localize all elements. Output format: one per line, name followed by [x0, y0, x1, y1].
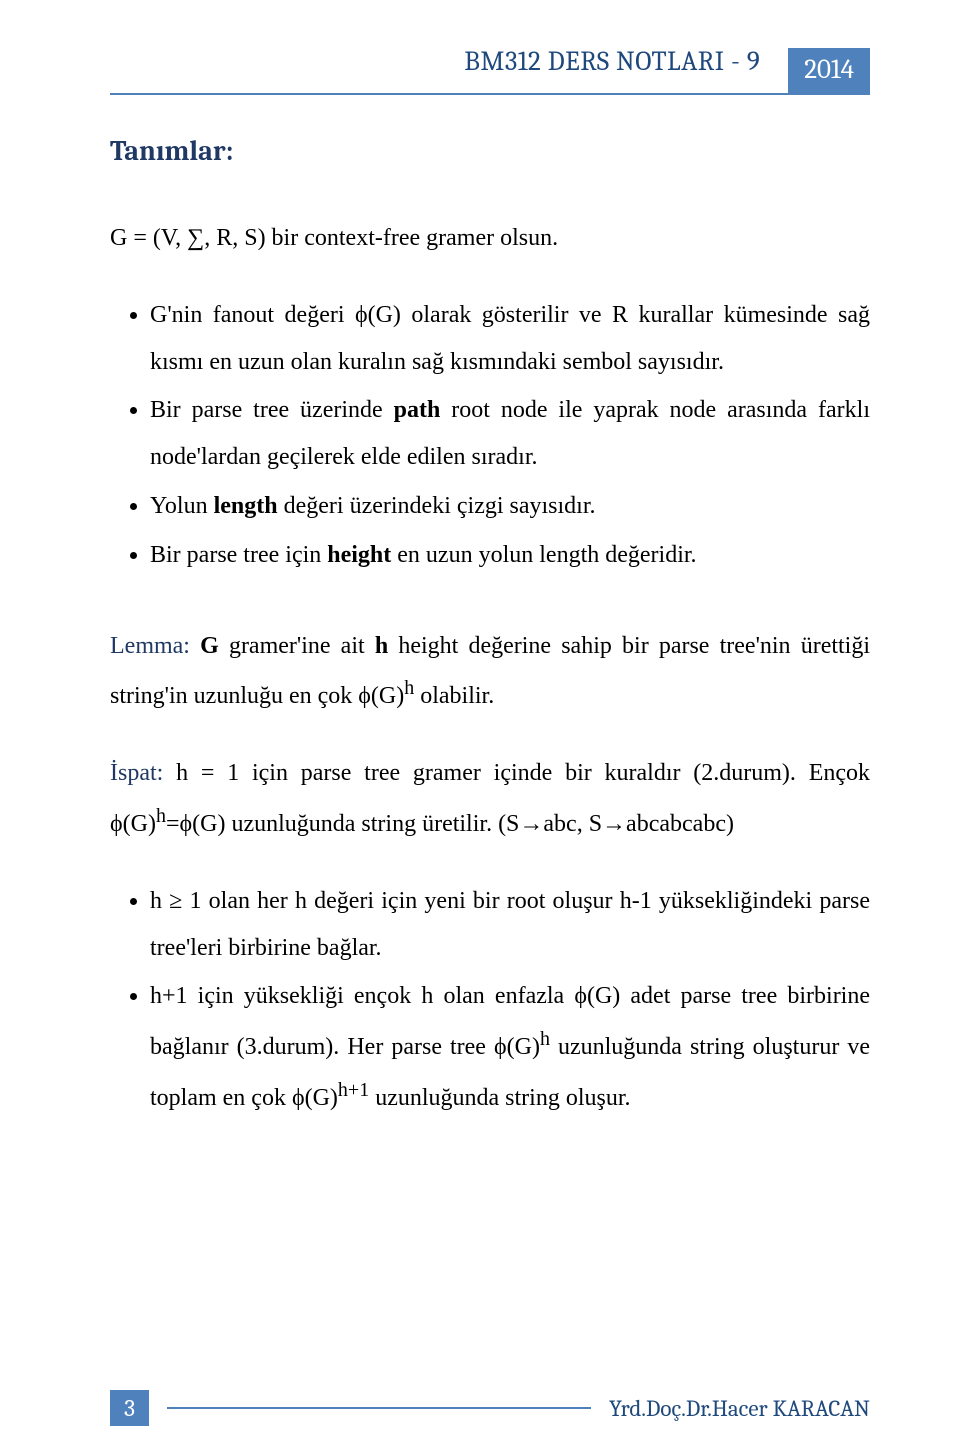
- header-year: 2014: [788, 48, 870, 93]
- footer-author: Yrd.Doç.Dr.Hacer KARACAN: [609, 1395, 870, 1422]
- header-title: BM312 DERS NOTLARI - 9: [464, 46, 760, 77]
- lemma-text: G gramer'ine ait h height değerine sahip…: [110, 633, 870, 710]
- footer-rule: [167, 1407, 591, 1409]
- page-number: 3: [110, 1390, 149, 1426]
- list-item: h ≥ 1 olan her h değeri için yeni bir ro…: [150, 878, 870, 972]
- list-item: Yolun length değeri üzerindeki çizgi say…: [150, 483, 870, 530]
- section-heading: Tanımlar:: [110, 135, 870, 167]
- footer-left: 3: [110, 1390, 149, 1426]
- list-item: h+1 için yüksekliği ençok h olan enfazla…: [150, 973, 870, 1121]
- list-item: Bir parse tree üzerinde path root node i…: [150, 387, 870, 481]
- proof-list: h ≥ 1 olan her h değeri için yeni bir ro…: [110, 878, 870, 1122]
- proof-text: h = 1 için parse tree gramer içinde bir …: [110, 760, 870, 837]
- grammar-definition: G = (V, ∑, R, S) bir context-free gramer…: [110, 215, 870, 262]
- proof-label: İspat:: [110, 760, 163, 786]
- list-item: G'nin fanout değeri ϕ(G) olarak gösteril…: [150, 292, 870, 386]
- definitions-list: G'nin fanout değeri ϕ(G) olarak gösteril…: [110, 292, 870, 579]
- list-item: Bir parse tree için height en uzun yolun…: [150, 532, 870, 579]
- page: BM312 DERS NOTLARI - 9 2014 Tanımlar: G …: [0, 0, 960, 1450]
- lemma-paragraph: Lemma: G gramer'ine ait h height değerin…: [110, 623, 870, 721]
- page-header: BM312 DERS NOTLARI - 9 2014: [110, 40, 870, 95]
- proof-paragraph: İspat: h = 1 için parse tree gramer için…: [110, 750, 870, 848]
- page-footer: 3 Yrd.Doç.Dr.Hacer KARACAN: [110, 1390, 870, 1426]
- lemma-label: Lemma:: [110, 633, 190, 659]
